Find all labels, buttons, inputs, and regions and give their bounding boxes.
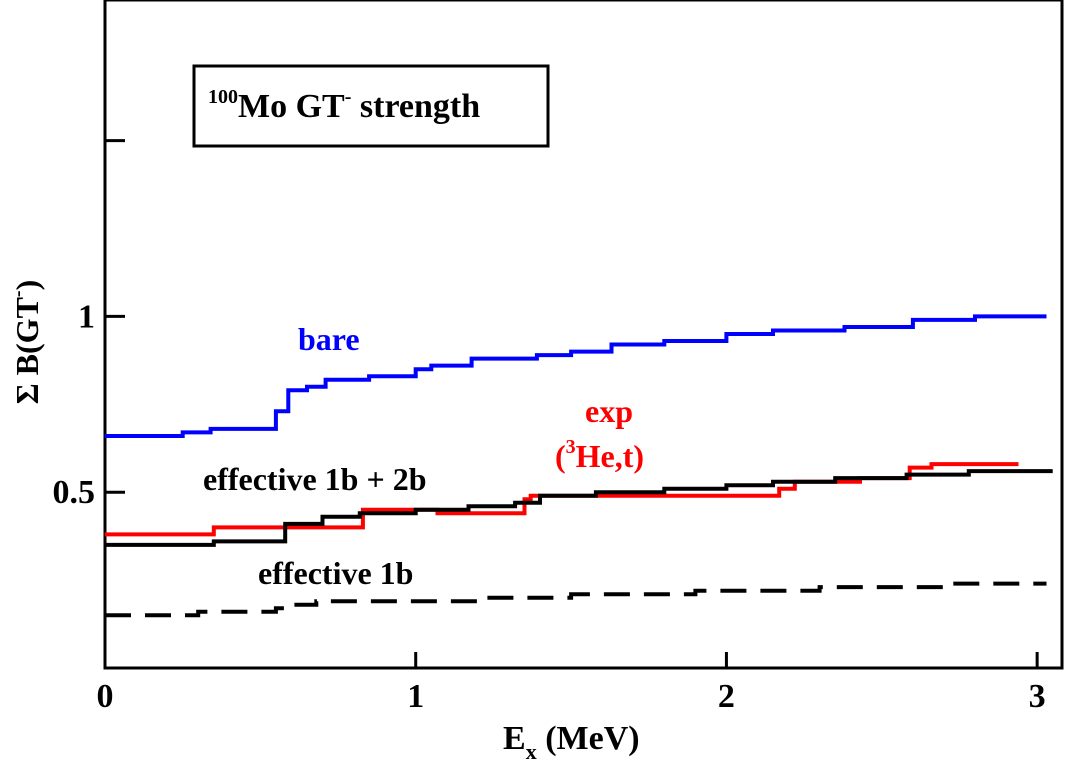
series-line-effective-1b-2b <box>105 469 1053 547</box>
y-axis-label: Σ B(GT-) <box>7 280 45 404</box>
y-axis-label-sup: - <box>7 290 29 297</box>
label-3he-sup: 3 <box>566 436 576 458</box>
legend-nucleus: Mo GT <box>238 88 345 125</box>
label-effective-1b-2b: effective 1b + 2b <box>203 461 427 497</box>
legend-text: 100Mo GT- strength <box>208 86 480 125</box>
plot-frame <box>103 0 1064 670</box>
series-line-bare <box>105 314 1047 438</box>
legend-sup2: - <box>345 86 352 108</box>
label-effective-1b: effective 1b <box>258 555 413 591</box>
label-exp: exp <box>585 393 633 429</box>
label-bare: bare <box>298 321 360 357</box>
x-tick-label-3: 3 <box>1029 678 1046 715</box>
x-tick-label-2: 2 <box>718 678 735 715</box>
legend-box <box>192 64 550 148</box>
y-axis-label-prefix: Σ B(GT <box>9 297 45 404</box>
x-axis-label-rest: (MeV) <box>537 720 640 757</box>
y-tick-label-1: 1 <box>78 298 95 335</box>
y-tick-label-0: 0.5 <box>53 474 96 511</box>
label-3he: (3He,t) <box>555 436 644 474</box>
series-line-effective-1b <box>105 581 1047 618</box>
y-axis-label-suffix: ) <box>9 280 45 291</box>
legend-sup: 100 <box>208 86 238 108</box>
axis-ticks: 0 1 2 3 0.5 1 <box>53 139 1046 715</box>
x-axis-label: Ex (MeV) <box>503 720 640 763</box>
x-tick-label-1: 1 <box>407 678 424 715</box>
x-axis-label-base: E <box>503 720 526 757</box>
series-group <box>105 314 1053 618</box>
label-3he-rest: He,t) <box>576 438 644 474</box>
x-axis-label-sub: x <box>526 739 537 763</box>
legend-rest: strength <box>351 88 480 125</box>
label-3he-open: ( <box>555 438 566 474</box>
x-tick-label-0: 0 <box>97 678 114 715</box>
